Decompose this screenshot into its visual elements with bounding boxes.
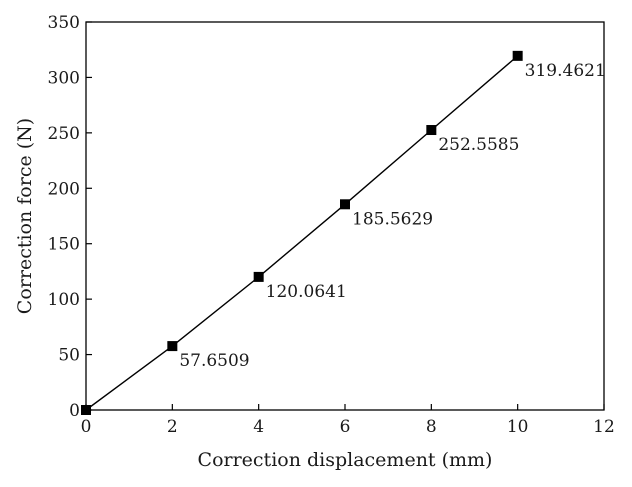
x-tick-label: 4 (253, 417, 264, 437)
data-point-marker (81, 405, 91, 415)
data-point-marker (167, 341, 178, 352)
y-tick-label: 300 (48, 68, 80, 88)
data-label: 252.5585 (438, 135, 519, 155)
y-tick-label: 0 (69, 401, 80, 421)
x-tick-label: 12 (593, 417, 615, 437)
data-point-marker (253, 271, 264, 282)
y-tick-label: 150 (48, 235, 80, 255)
data-labels: 57.6509 120.0641 185.5629 252.5585 319.4621 (179, 61, 605, 371)
x-tick-label: 0 (81, 417, 92, 437)
y-axis-ticks: 0 50 100 150 200 250 300 350 (48, 13, 92, 421)
x-tick-label: 2 (167, 417, 178, 437)
data-point-marker (426, 125, 437, 136)
x-tick-label: 6 (340, 417, 351, 437)
y-tick-label: 350 (48, 13, 80, 33)
data-markers (81, 50, 523, 415)
data-label: 120.0641 (266, 282, 347, 302)
y-tick-label: 50 (58, 346, 80, 366)
data-label: 57.6509 (179, 351, 249, 371)
series-line (85, 55, 519, 411)
data-label: 185.5629 (352, 209, 433, 229)
data-label: 319.4621 (525, 61, 606, 81)
y-tick-label: 250 (48, 124, 80, 144)
x-axis-ticks: 0 2 4 6 8 10 12 (81, 404, 615, 437)
x-tick-label: 10 (507, 417, 529, 437)
data-point-marker (340, 199, 350, 210)
x-tick-label: 8 (426, 417, 437, 437)
y-axis-title: Correction force (N) (14, 118, 36, 314)
x-axis-title: Correction displacement (mm) (198, 449, 493, 471)
data-point-marker (512, 50, 523, 61)
y-tick-label: 100 (48, 290, 80, 310)
y-tick-label: 200 (48, 179, 80, 199)
